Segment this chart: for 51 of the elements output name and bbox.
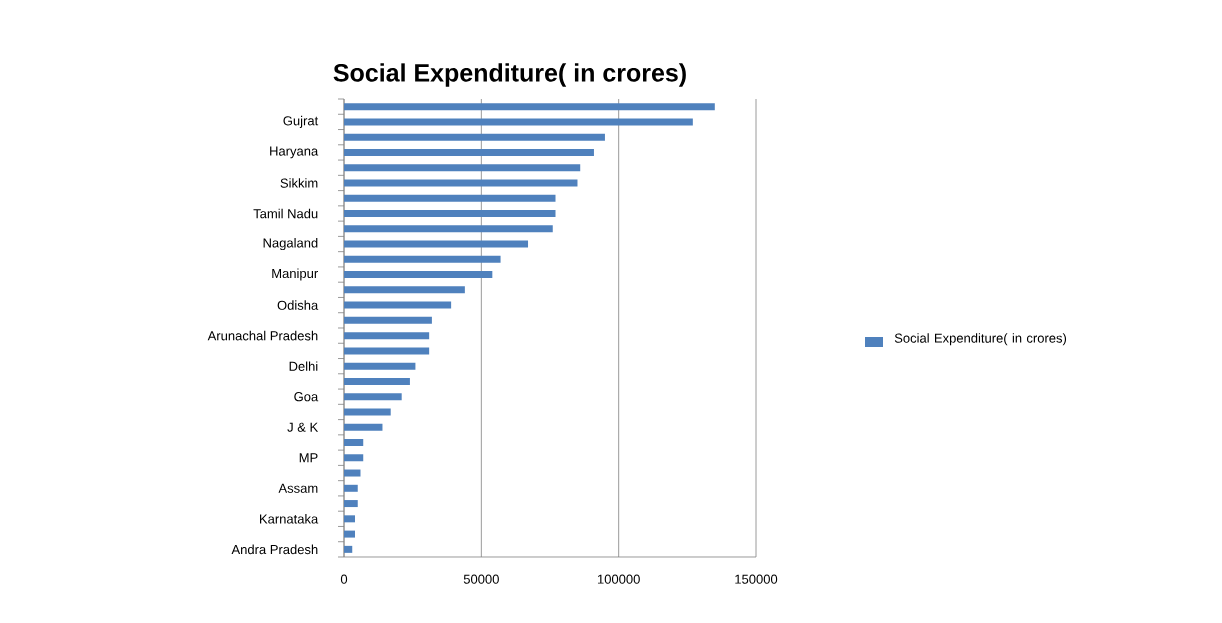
bar: [344, 164, 581, 172]
bar: [344, 454, 364, 462]
y-tick-label: Tamil Nadu: [253, 208, 318, 219]
y-tick-label: Assam: [278, 483, 318, 493]
bar: [344, 545, 353, 553]
y-tick-label: Arunachal Pradesh: [207, 330, 318, 341]
legend-label: Social Expenditure( in crores): [894, 333, 1067, 346]
y-tick-label: Nagaland: [263, 237, 318, 251]
y-tick-label: Andra Pradesh: [231, 544, 318, 555]
y-tick-label: Karnataka: [260, 514, 319, 524]
chart-title: Social Expenditure( in crores): [333, 63, 686, 87]
y-tick-label: Sikkim: [280, 178, 318, 188]
bar: [344, 515, 355, 523]
bar: [344, 286, 465, 294]
y-tick-label: Manipur: [272, 268, 318, 281]
bar: [344, 271, 493, 279]
y-tick-label: Haryana: [270, 146, 319, 159]
x-tick-label: 50000: [463, 574, 499, 584]
bar: [344, 530, 355, 538]
x-tick-label: 150000: [735, 574, 778, 584]
bar: [344, 194, 556, 202]
bar: [344, 438, 364, 446]
bar: [344, 377, 410, 385]
bar: [344, 225, 553, 233]
bar: [344, 255, 501, 263]
bar: [344, 240, 529, 248]
bar: [344, 210, 556, 217]
bar: [344, 469, 361, 477]
y-tick-label: Goa: [294, 392, 319, 402]
x-tick-label: 0: [340, 574, 348, 584]
bar: [344, 423, 383, 431]
y-tick-label: Gujrat: [283, 115, 319, 128]
bar: [344, 362, 416, 370]
bar: [344, 133, 605, 141]
y-tick-label: Delhi: [289, 361, 318, 371]
bar: [344, 316, 432, 324]
bar: [344, 179, 578, 187]
bar: [344, 484, 358, 492]
bar: [344, 393, 402, 401]
x-tick-label: 100000: [597, 574, 640, 584]
bar: [344, 103, 715, 111]
y-tick-label: J & K: [287, 422, 319, 432]
bar: [344, 347, 430, 355]
bar: [344, 301, 452, 309]
y-tick-label: Odisha: [277, 300, 319, 310]
bar: [344, 148, 594, 156]
y-tick-label: MP: [299, 453, 318, 463]
bar: [344, 500, 358, 508]
bar: [344, 408, 391, 416]
bar: [344, 332, 430, 340]
bar: [344, 118, 693, 126]
